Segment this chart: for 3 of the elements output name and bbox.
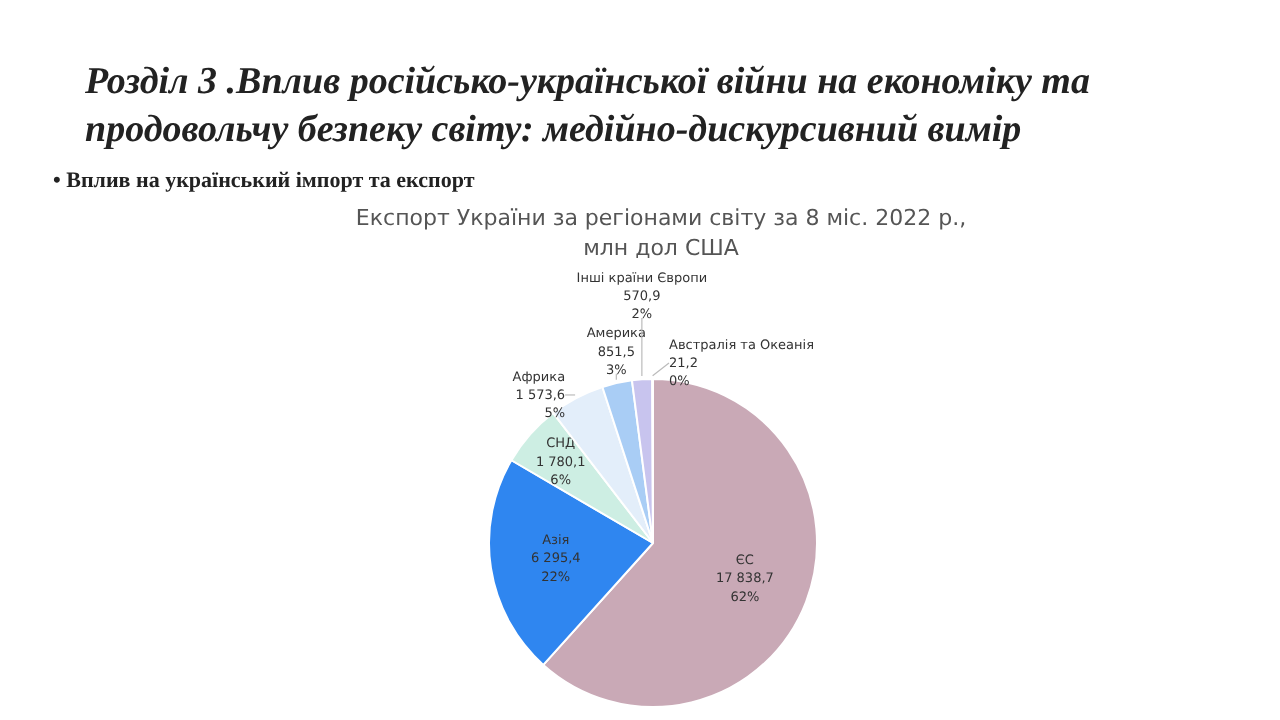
chart-title: Експорт України за регіонами світу за 8 міс. 2022 р., млн дол США xyxy=(355,205,967,261)
text: • Вплив на український імпорт та експорт xyxy=(53,169,476,193)
text: Розділ 3 .Вплив російсько-української війни на економіку та продовольчу безпеку світу: медійно-дискурсивний вимір xyxy=(83,61,1091,152)
